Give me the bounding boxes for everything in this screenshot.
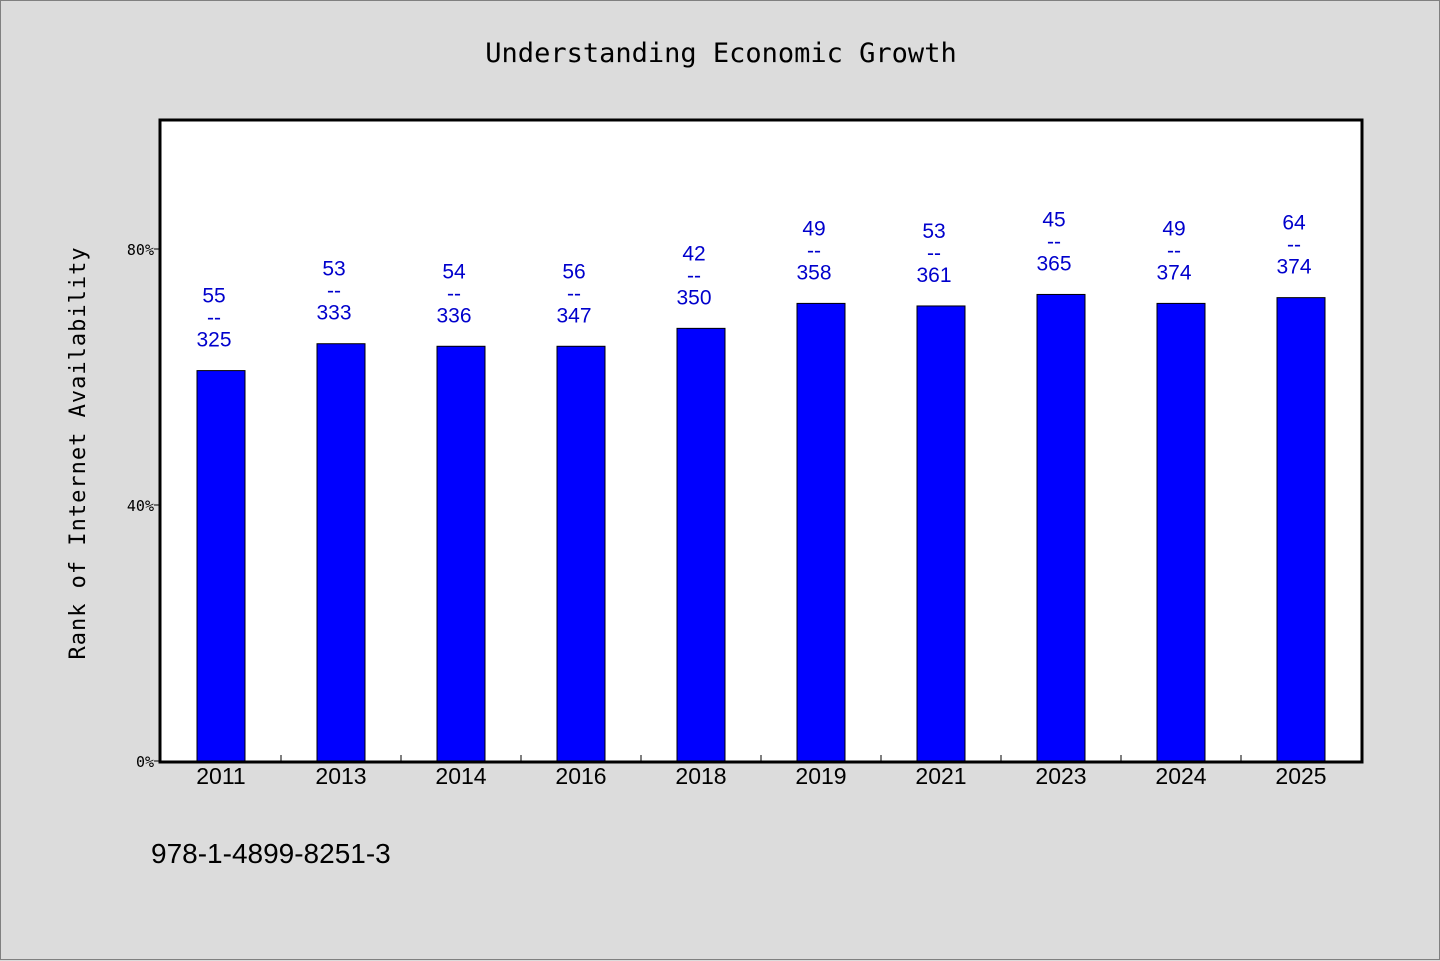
- data-label-bottom: 333: [316, 302, 351, 325]
- y-axis-ticks: 0% 40% 80%: [127, 241, 161, 771]
- data-label-top: 56: [562, 260, 585, 283]
- data-label-separator: --: [807, 239, 821, 262]
- x-tick-label: 2024: [1155, 763, 1206, 789]
- x-tick-label: 2023: [1035, 763, 1086, 789]
- x-tick-label: 2019: [795, 763, 846, 789]
- x-tick-label: 2016: [555, 763, 606, 789]
- data-label-separator: --: [1047, 230, 1061, 253]
- data-label-top: 53: [322, 258, 345, 281]
- chart-title: Understanding Economic Growth: [485, 38, 956, 69]
- data-label-bottom: 350: [676, 286, 711, 309]
- data-label-separator: --: [567, 282, 581, 305]
- data-label-top: 64: [1282, 212, 1306, 235]
- x-tick-label: 2013: [315, 763, 366, 789]
- data-label-bottom: 347: [556, 304, 591, 327]
- data-label-bottom: 365: [1036, 252, 1071, 275]
- bar-2025: [1276, 297, 1326, 762]
- y-tick-label: 80%: [127, 241, 154, 259]
- data-label-separator: --: [1167, 239, 1181, 262]
- bar-2024: [1156, 302, 1206, 762]
- data-label-separator: --: [1287, 234, 1301, 257]
- data-label-top: 42: [682, 242, 705, 265]
- data-label-bottom: 374: [1156, 261, 1191, 284]
- bar-2018: [676, 327, 726, 762]
- x-tick-label: 2025: [1275, 763, 1326, 789]
- bar-2016: [556, 345, 606, 762]
- y-tick-label: 40%: [127, 497, 154, 515]
- x-axis-ticks: 2011 2013 2014 2016 2018 2019 2021 2023 2024 2025: [196, 755, 1327, 789]
- data-label-bottom: 325: [196, 329, 231, 352]
- bar-2011: [196, 370, 246, 762]
- data-label-bottom: 358: [796, 261, 831, 284]
- y-axis-label: Rank of Internet Availability: [66, 246, 91, 659]
- data-labels: 55--32553--33354--33656--34742--35049--3…: [196, 208, 1311, 351]
- x-tick-label: 2014: [435, 763, 486, 789]
- data-label-top: 55: [202, 285, 225, 308]
- x-tick-label: 2018: [675, 763, 726, 789]
- data-label-separator: --: [687, 264, 701, 287]
- bar-2021: [916, 305, 966, 762]
- data-label-separator: --: [207, 307, 221, 330]
- data-label-separator: --: [927, 242, 941, 265]
- data-label-bottom: 336: [436, 304, 471, 327]
- data-label-top: 49: [802, 217, 825, 240]
- data-label-bottom: 361: [916, 264, 951, 287]
- y-tick-label: 0%: [136, 753, 154, 771]
- data-label-top: 53: [922, 220, 945, 243]
- bar-2013: [316, 343, 366, 762]
- data-label-separator: --: [447, 282, 461, 305]
- x-tick-label: 2021: [915, 763, 966, 789]
- data-label-bottom: 374: [1276, 256, 1311, 279]
- data-label-top: 49: [1162, 217, 1185, 240]
- isbn-text: 978-1-4899-8251-3: [151, 838, 391, 869]
- bar-2019: [796, 302, 846, 762]
- bar-2014: [436, 345, 486, 762]
- x-tick-label: 2011: [196, 763, 245, 789]
- bar-2023: [1036, 293, 1086, 762]
- data-label-separator: --: [327, 280, 341, 303]
- data-label-top: 54: [442, 260, 466, 283]
- data-label-top: 45: [1042, 208, 1065, 231]
- bars: [196, 293, 1326, 762]
